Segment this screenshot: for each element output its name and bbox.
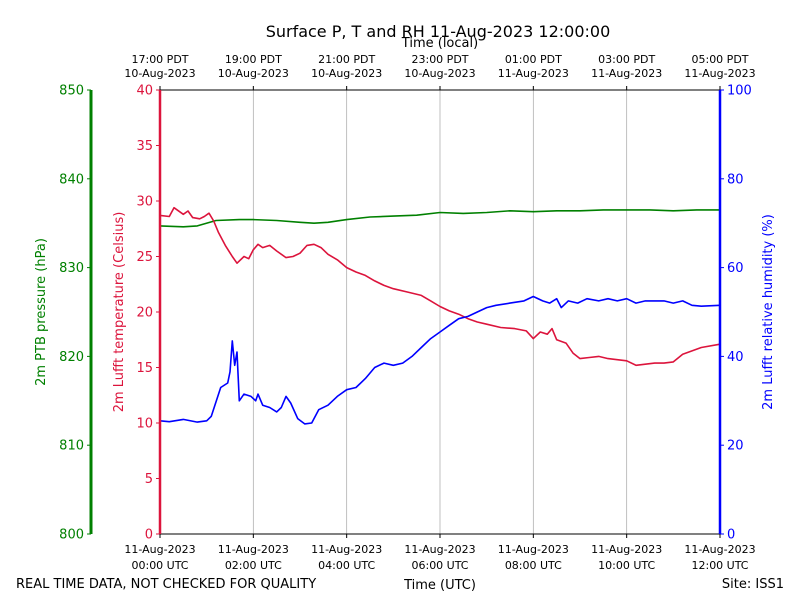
pressure-tick-label: 820 — [59, 350, 84, 365]
top-tick-label-time: 05:00 PDT — [691, 53, 748, 66]
top-tick-label-date: 10-Aug-2023 — [404, 67, 475, 80]
top-tick-label-date: 10-Aug-2023 — [311, 67, 382, 80]
x-tick-label-date: 11-Aug-2023 — [404, 543, 475, 556]
temperature-tick-label: 20 — [136, 306, 153, 321]
top-tick-label-time: 23:00 PDT — [411, 53, 468, 66]
x-tick-label-time: 04:00 UTC — [318, 559, 375, 572]
pressure-tick-label: 800 — [59, 528, 84, 543]
temperature-tick-label: 25 — [136, 250, 153, 265]
humidity-tick-label: 80 — [727, 172, 744, 187]
top-tick-label-date: 10-Aug-2023 — [124, 67, 195, 80]
top-tick-label-time: 01:00 PDT — [505, 53, 562, 66]
x-tick-label-date: 11-Aug-2023 — [684, 543, 755, 556]
footer-site: Site: ISS1 — [722, 577, 784, 592]
top-tick-label-time: 17:00 PDT — [131, 53, 188, 66]
x-axis-label: Time (UTC) — [403, 578, 476, 593]
pressure-series-line — [159, 209, 720, 228]
x-tick-label-date: 11-Aug-2023 — [498, 543, 569, 556]
temperature-tick-label: 35 — [136, 139, 153, 154]
x-tick-label-time: 06:00 UTC — [411, 559, 468, 572]
temperature-tick-label: 40 — [136, 84, 153, 99]
humidity-tick-label: 100 — [727, 84, 752, 99]
pressure-tick-label: 840 — [59, 172, 84, 187]
top-tick-label-time: 03:00 PDT — [598, 53, 655, 66]
x-tick-label-date: 11-Aug-2023 — [124, 543, 195, 556]
x-tick-label-time: 00:00 UTC — [131, 559, 188, 572]
top-axis-label: Time (local) — [401, 36, 478, 51]
top-tick-label-date: 11-Aug-2023 — [591, 67, 662, 80]
humidity-tick-label: 40 — [727, 350, 744, 365]
humidity-tick-label: 60 — [727, 261, 744, 276]
x-tick-label-time: 12:00 UTC — [691, 559, 748, 572]
temperature-tick-label: 15 — [136, 361, 153, 376]
temperature-axis-label: 2m Lufft temperature (Celsius) — [112, 212, 127, 413]
pressure-tick-label: 850 — [59, 84, 84, 99]
humidity-series-line — [159, 295, 721, 425]
temperature-tick-label: 30 — [136, 195, 153, 210]
humidity-tick-label: 0 — [727, 528, 735, 543]
temperature-tick-label: 0 — [145, 528, 153, 543]
humidity-axis-label: 2m Lufft relative humidity (%) — [761, 214, 776, 410]
pressure-tick-label: 830 — [59, 261, 84, 276]
top-tick-label-time: 19:00 PDT — [225, 53, 282, 66]
temperature-tick-label: 5 — [145, 472, 153, 487]
top-tick-label-date: 11-Aug-2023 — [498, 67, 569, 80]
top-tick-label-date: 11-Aug-2023 — [684, 67, 755, 80]
x-tick-label-date: 11-Aug-2023 — [311, 543, 382, 556]
x-tick-label-date: 11-Aug-2023 — [591, 543, 662, 556]
temperature-tick-label: 10 — [136, 417, 153, 432]
x-tick-label-date: 11-Aug-2023 — [218, 543, 289, 556]
humidity-tick-label: 20 — [727, 439, 744, 454]
chart-title: Surface P, T and RH 11-Aug-2023 12:00:00 — [266, 22, 611, 41]
footer-quality-note: REAL TIME DATA, NOT CHECKED FOR QUALITY — [16, 577, 316, 592]
top-tick-label-time: 21:00 PDT — [318, 53, 375, 66]
top-tick-label-date: 10-Aug-2023 — [218, 67, 289, 80]
pressure-tick-label: 810 — [59, 439, 84, 454]
pressure-axis-label: 2m PTB pressure (hPa) — [34, 238, 49, 386]
x-tick-label-time: 02:00 UTC — [225, 559, 282, 572]
x-tick-label-time: 10:00 UTC — [598, 559, 655, 572]
x-tick-label-time: 08:00 UTC — [505, 559, 562, 572]
temperature-series-line — [159, 206, 721, 367]
